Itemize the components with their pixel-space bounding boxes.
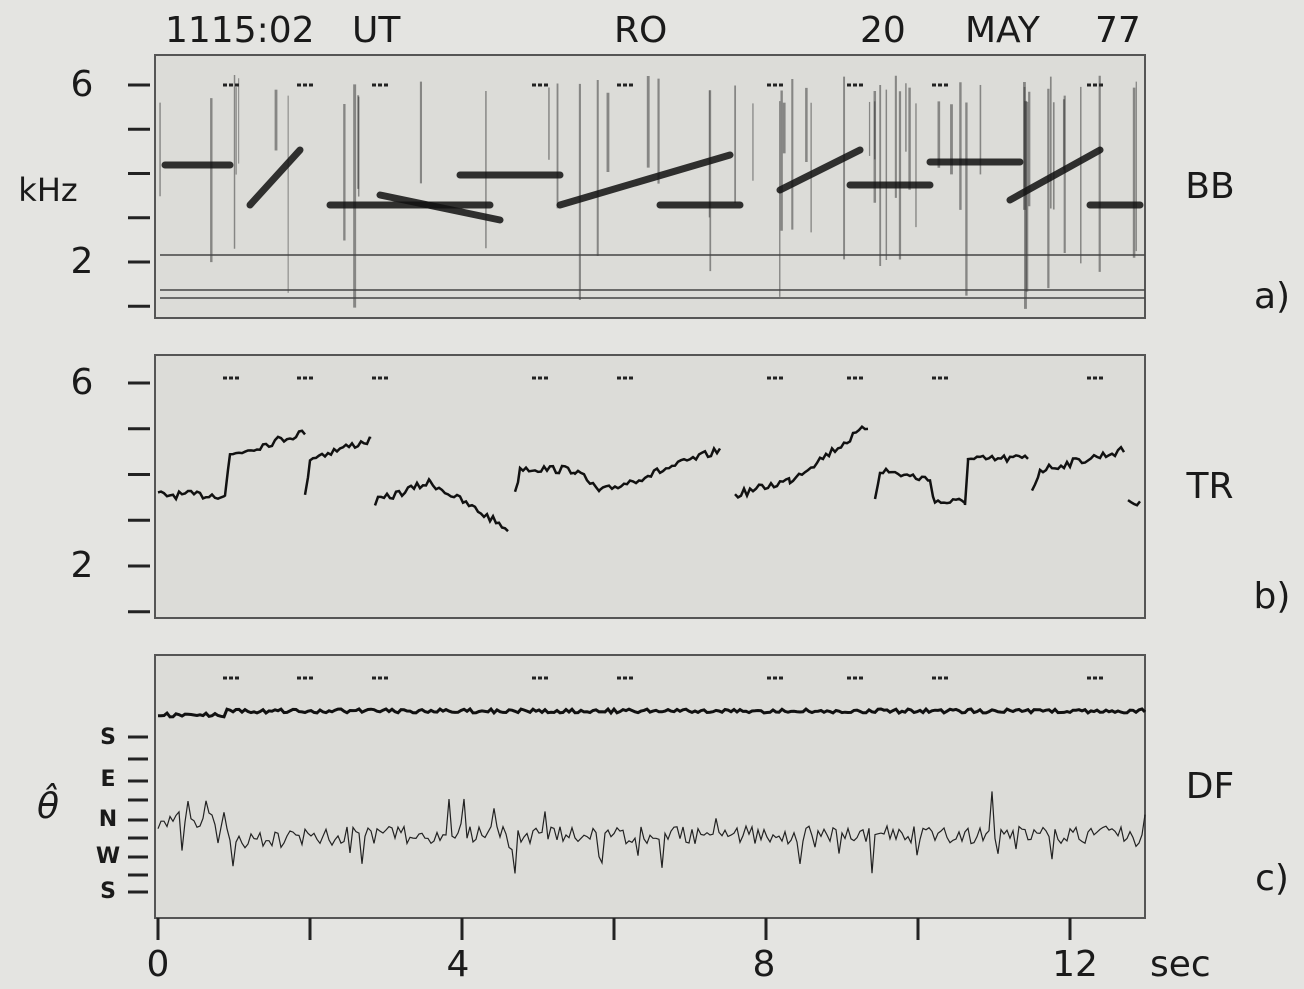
panel-b-frame [154,354,1146,619]
header-year: 77 [1095,10,1141,51]
panel-label: c) [1255,858,1289,899]
y-tick-label: W [96,844,120,869]
panel-label: b) [1254,576,1291,617]
emission [776,146,864,194]
x-tick-label: 4 [447,944,470,985]
emission [1006,146,1104,204]
emission [246,146,304,209]
panel-name: TR [1185,466,1233,507]
tr-trace [157,429,306,502]
panel-name: DF [1186,766,1234,807]
header-month: MAY [965,10,1041,51]
panel-label: a) [1254,276,1290,317]
tr-trace [373,477,509,533]
header-time: 1115:02 [165,10,315,51]
header-ut: UT [352,10,401,51]
x-tick-label: 0 [147,944,170,985]
header-day: 20 [860,10,906,51]
tr-trace [1030,445,1126,492]
tr-trace [873,453,1029,506]
y-tick-label: 2 [71,545,94,586]
x-tick-label: 8 [753,944,776,985]
y-tick-label: 2 [71,241,94,282]
tr-trace [734,424,869,499]
tr-trace [303,436,372,496]
x-tick-label: 12 [1052,944,1098,985]
y-tick-label: N [99,807,117,832]
emission [376,191,504,224]
header-station: RO [614,10,667,51]
tr-trace [513,445,722,493]
y-tick-label: S [100,879,116,904]
df-trace [157,791,1146,874]
df-top-trace [157,706,1147,719]
tr-trace [1127,499,1141,507]
y-tick-label: S [100,725,116,750]
panel-c-frame [154,654,1146,919]
y-axis-label: θ̂ [37,782,59,827]
panel-a-frame [154,54,1146,319]
panel-name: BB [1185,166,1234,207]
x-axis-unit: sec [1150,944,1211,985]
y-tick-label: 6 [71,362,94,403]
y-tick-label: E [100,767,115,792]
traces [128,75,1147,940]
y-tick-label: 6 [71,64,94,105]
emission [556,151,734,209]
y-axis-label: kHz [18,171,77,209]
